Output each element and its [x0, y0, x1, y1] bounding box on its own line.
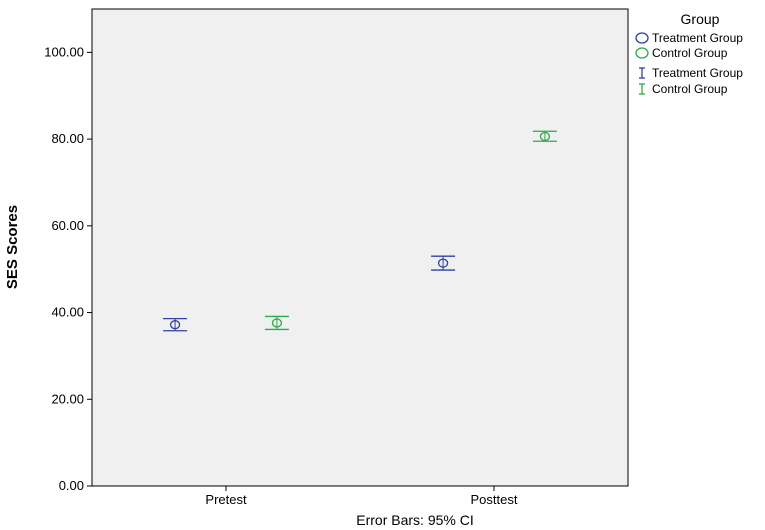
y-tick-label: 80.00 [51, 131, 84, 146]
legend-label: Treatment Group [652, 66, 743, 80]
y-tick-label: 0.00 [59, 478, 84, 493]
y-tick-label: 40.00 [51, 305, 84, 320]
error-bars-footnote: Error Bars: 95% CI [356, 512, 473, 528]
legend-entry: Treatment Group [639, 66, 743, 80]
legend-entry: Treatment Group [635, 31, 743, 45]
data-marks [163, 130, 557, 332]
x-tick-label: Posttest [471, 492, 518, 507]
plot-area [91, 8, 629, 487]
x-tick-label: Pretest [205, 492, 247, 507]
legend-error-bar-marker [639, 67, 645, 79]
mean-marker [437, 258, 449, 268]
legend-label: Treatment Group [652, 31, 743, 45]
legend-entry: Control Group [639, 82, 728, 96]
y-axis-title: SES Scores [4, 205, 21, 289]
legend-title: Group [681, 11, 720, 27]
mean-marker [169, 320, 181, 330]
legend-circle-marker [635, 47, 649, 59]
legend-entry: Control Group [635, 46, 728, 60]
legend-label: Control Group [652, 82, 728, 96]
y-axis: 0.00 20.00 40.00 60.00 80.00 100.00 [44, 44, 92, 493]
legend-circle-marker [635, 32, 649, 44]
y-tick-label: 20.00 [51, 391, 84, 406]
mean-marker [271, 318, 283, 328]
x-axis: Pretest Posttest [205, 486, 518, 507]
data-point [264, 315, 289, 331]
legend-error-bar-marker [639, 83, 645, 95]
data-point [431, 255, 456, 271]
y-tick-label: 60.00 [51, 218, 84, 233]
data-point [532, 130, 557, 142]
mean-marker [539, 131, 551, 142]
legend-label: Control Group [652, 46, 728, 60]
data-point [163, 317, 188, 332]
y-tick-label: 100.00 [44, 44, 84, 59]
